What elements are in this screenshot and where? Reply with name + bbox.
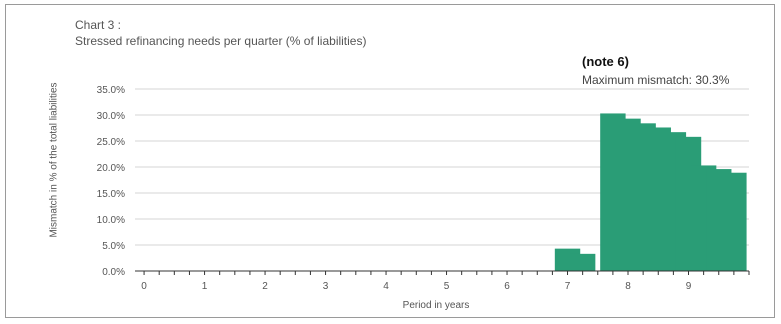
y-tick-label: 0.0%: [102, 267, 125, 278]
y-tick-label: 35.0%: [97, 85, 125, 96]
annotation-heading: (note 6): [582, 54, 629, 69]
x-tick-label: 7: [565, 281, 571, 292]
x-tick-label: 4: [383, 281, 389, 292]
annotation-text: Maximum mismatch: 30.3%: [582, 73, 730, 87]
bar: [569, 253, 596, 271]
x-tick-label: 9: [686, 281, 692, 292]
y-tick-label: 10.0%: [97, 215, 125, 226]
x-tick-label: 0: [141, 281, 147, 292]
chart-subtitle: Stressed refinancing needs per quarter (…: [75, 34, 367, 48]
chart-title: Chart 3 :: [75, 18, 122, 32]
bar: [721, 172, 747, 271]
x-tick-label: 8: [625, 281, 631, 292]
x-tick-label: 1: [202, 281, 208, 292]
y-tick-label: 15.0%: [97, 189, 125, 200]
x-tick-label: 2: [262, 281, 268, 292]
x-tick-label: 3: [323, 281, 329, 292]
x-tick-label: 5: [444, 281, 450, 292]
x-tick-label: 6: [504, 281, 510, 292]
y-tick-label: 5.0%: [102, 241, 125, 252]
y-tick-label: 25.0%: [97, 137, 125, 148]
x-axis-label: Period in years: [402, 300, 470, 311]
y-tick-label: 20.0%: [97, 163, 125, 174]
y-tick-label: 30.0%: [97, 111, 125, 122]
